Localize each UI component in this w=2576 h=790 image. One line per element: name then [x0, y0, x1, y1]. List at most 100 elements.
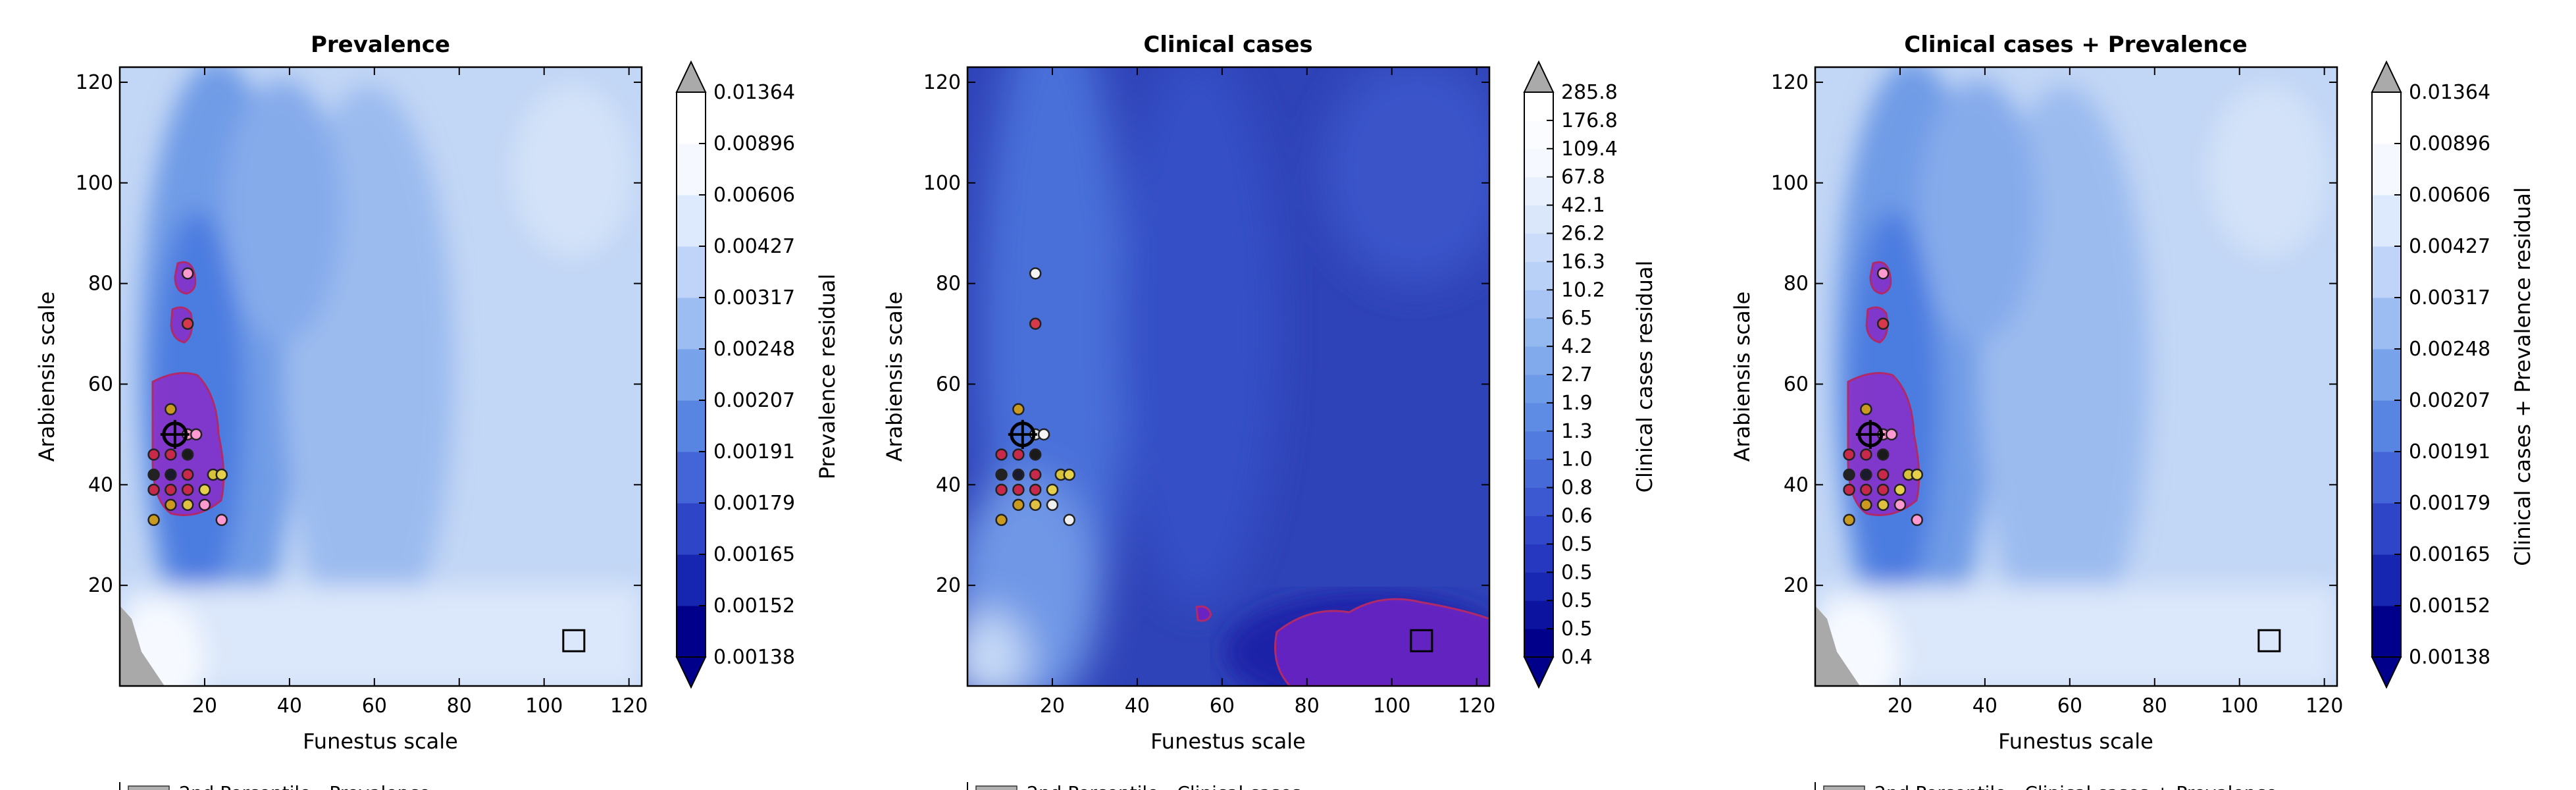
colorbar-band	[1524, 375, 1553, 404]
colorbar-tick-label: 0.00165	[713, 543, 795, 566]
panel-clinical-plus-prevalence: Clinical cases + Prevalence 20 40 60 80 100 1…	[1730, 32, 2535, 790]
highlight-point	[1012, 498, 1025, 512]
colorbar-band	[2372, 144, 2401, 196]
colorbar-extend-low	[675, 656, 707, 689]
highlight-points	[1843, 267, 1923, 527]
highlight-point	[198, 483, 211, 496]
colorbar-band	[2372, 503, 2401, 555]
best-fit-marker	[1855, 419, 1885, 449]
colorbar-tick-label: 16.3	[1561, 250, 1605, 273]
heatmap-field	[1815, 67, 2337, 686]
legend-label: 2nd Percentile - Clinical cases	[1027, 782, 1301, 790]
colorbar-tick-label: 0.00191	[713, 440, 795, 463]
colorbar-band	[1524, 233, 1553, 262]
x-tick-label: 80	[1295, 695, 1320, 718]
x-axis-label: Funestus scale	[1150, 729, 1306, 754]
highlight-point	[181, 468, 194, 481]
colorbar-tick-label: 0.00152	[2409, 594, 2490, 618]
highlight-point	[1029, 498, 1042, 512]
colorbar-band	[2372, 246, 2401, 298]
highlight-point	[1046, 483, 1059, 496]
x-tick-label: 60	[1210, 695, 1235, 718]
x-axis-label: Funestus scale	[1998, 729, 2153, 754]
colorbar-band	[1524, 515, 1553, 544]
colorbar-tick-label: 109.4	[1561, 138, 1618, 161]
legend: 2nd Percentile - Clinical cases	[967, 782, 1301, 790]
colorbar-band	[1524, 572, 1553, 601]
colorbar-label: Clinical cases + Prevalence residual	[2510, 187, 2535, 566]
plot-frame	[118, 66, 643, 687]
highlight-point	[1876, 483, 1890, 496]
x-tick-label: 120	[2306, 695, 2343, 718]
highlight-point	[1885, 428, 1898, 441]
x-tick-label: 120	[1458, 695, 1495, 718]
highlight-point	[1029, 317, 1042, 330]
highlight-point	[1029, 483, 1042, 496]
highlight-point	[215, 514, 228, 527]
colorbar-tick-label: 67.8	[1561, 166, 1605, 189]
colorbar-tick-label: 0.5	[1561, 561, 1593, 584]
highlight-point	[1876, 317, 1890, 330]
colorbar-tick-label: 0.00606	[713, 184, 795, 207]
highlight-point	[1893, 483, 1907, 496]
colorbar-tick-label: 176.8	[1561, 109, 1618, 132]
colorbar-tick-label: 0.00427	[2409, 235, 2490, 258]
highlight-point	[1876, 468, 1890, 481]
panel-clinical-cases: Clinical cases 20 40 60 80 100 120 20 40 60 80 10…	[882, 32, 1657, 790]
colorbar-band	[2372, 606, 2401, 658]
colorbar-band	[677, 144, 706, 196]
y-tick-label: 120	[1771, 71, 1809, 94]
colorbar-band	[2372, 298, 2401, 350]
colorbar-band	[677, 400, 706, 452]
highlight-point	[165, 468, 177, 481]
highlight-point	[1860, 403, 1872, 415]
colorbar-band	[1524, 544, 1553, 573]
colorbar-tick-label: 0.00179	[713, 492, 795, 515]
colorbar-extend-high	[675, 60, 707, 93]
panel-title: Clinical cases + Prevalence	[1904, 32, 2248, 58]
colorbar-tick-label: 0.00317	[2409, 286, 2490, 309]
colorbar-tick-label: 0.00179	[2409, 492, 2490, 515]
legend-label: 2nd Percentile - Prevalence	[179, 782, 430, 790]
colorbar-tick-label: 0.4	[1561, 646, 1593, 669]
highlight-point	[1063, 514, 1075, 527]
y-tick-label: 100	[1771, 172, 1809, 195]
highlight-point	[1843, 468, 1855, 481]
highlight-point	[1046, 498, 1059, 512]
heatmap-field	[967, 67, 1489, 686]
best-fit-marker	[1008, 419, 1037, 449]
x-axis-ticks: 20 40 60 80 100 120	[1888, 67, 2343, 718]
colorbar-tick-label: 0.00248	[713, 338, 795, 361]
highlight-point	[181, 483, 194, 496]
legend-swatch	[128, 785, 170, 790]
highlight-point	[190, 428, 203, 441]
highlight-point	[165, 498, 177, 512]
colorbar-tick-label: 4.2	[1561, 335, 1593, 358]
colorbar-tick-label: 0.01364	[2409, 81, 2490, 104]
colorbar-tick-label: 0.5	[1561, 589, 1593, 612]
colorbar-tick-label: 0.00896	[713, 132, 795, 155]
highlight-point	[147, 514, 160, 527]
panel-title: Clinical cases	[1143, 32, 1312, 58]
colorbar-tick-label: 285.8	[1561, 81, 1618, 104]
panel-title: Prevalence	[311, 32, 450, 58]
colorbar-band	[677, 606, 706, 658]
highlight-point	[165, 403, 177, 415]
highlight-point	[1029, 468, 1042, 481]
x-tick-label: 80	[447, 695, 472, 718]
highlight-point	[1012, 403, 1025, 415]
plot-frame	[966, 66, 1491, 687]
x-tick-label: 100	[1373, 695, 1410, 718]
highlight-point	[1876, 267, 1890, 280]
legend-swatch	[975, 785, 1018, 790]
colorbar-band	[2372, 452, 2401, 504]
y-tick-label: 120	[923, 71, 961, 94]
colorbar-band	[1524, 629, 1553, 658]
x-tick-label: 20	[192, 695, 217, 718]
highlight-point	[995, 514, 1008, 527]
x-tick-label: 40	[1125, 695, 1150, 718]
colorbar-tick-label: 0.00427	[713, 235, 795, 258]
colorbar-tick-label: 0.00317	[713, 286, 795, 309]
y-tick-label: 60	[936, 373, 961, 396]
colorbar-tick-label: 2.7	[1561, 363, 1593, 386]
